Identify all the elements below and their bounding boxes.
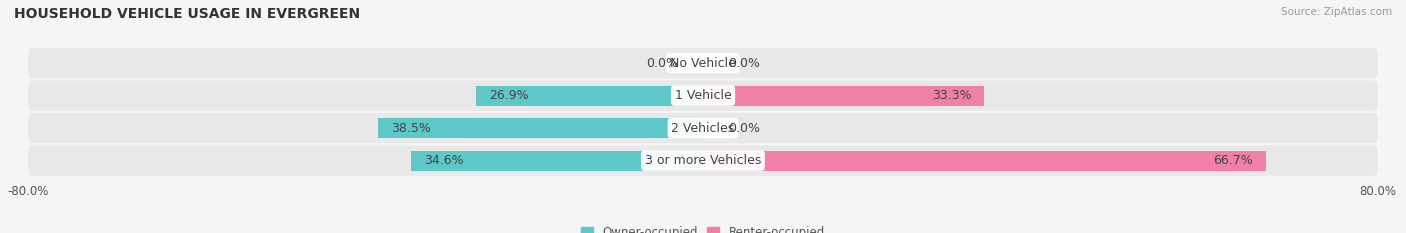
Text: 34.6%: 34.6% [423,154,464,167]
Text: 33.3%: 33.3% [932,89,972,102]
Text: HOUSEHOLD VEHICLE USAGE IN EVERGREEN: HOUSEHOLD VEHICLE USAGE IN EVERGREEN [14,7,360,21]
Text: Source: ZipAtlas.com: Source: ZipAtlas.com [1281,7,1392,17]
FancyBboxPatch shape [28,145,1378,176]
Bar [703,151,1265,171]
Text: 0.0%: 0.0% [645,57,678,70]
Text: 0.0%: 0.0% [728,57,761,70]
Bar [703,86,984,106]
Bar [477,86,703,106]
Text: No Vehicle: No Vehicle [671,57,735,70]
Legend: Owner-occupied, Renter-occupied: Owner-occupied, Renter-occupied [581,226,825,233]
FancyBboxPatch shape [28,80,1378,111]
FancyBboxPatch shape [28,113,1378,143]
Text: 66.7%: 66.7% [1213,154,1253,167]
FancyBboxPatch shape [28,48,1378,78]
Text: 1 Vehicle: 1 Vehicle [675,89,731,102]
Bar [378,118,703,138]
Text: 26.9%: 26.9% [489,89,529,102]
Text: 3 or more Vehicles: 3 or more Vehicles [645,154,761,167]
Bar [411,151,703,171]
Text: 0.0%: 0.0% [728,122,761,135]
Text: 38.5%: 38.5% [391,122,430,135]
Text: 2 Vehicles: 2 Vehicles [672,122,734,135]
